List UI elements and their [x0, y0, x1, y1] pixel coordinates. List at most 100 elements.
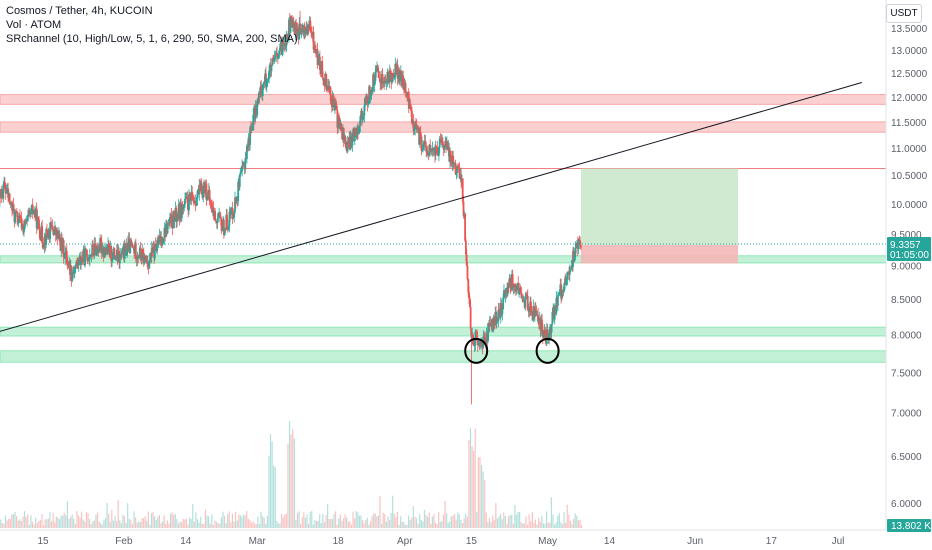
x-tick-label: 17: [766, 536, 778, 547]
candle-body: [126, 251, 129, 256]
volume-bar: [96, 512, 99, 528]
volume-bar: [555, 522, 557, 528]
volume-bar: [530, 521, 532, 528]
volume-bar: [398, 524, 400, 528]
volume-bar: [230, 522, 232, 528]
candle-body: [205, 183, 208, 200]
candle-body: [472, 339, 475, 346]
volume-bar: [407, 515, 410, 528]
volume-bar: [241, 517, 243, 528]
trendline[interactable]: [0, 82, 862, 339]
candle-body: [534, 308, 537, 311]
srchannel-indicator-label[interactable]: SRchannel (10, High/Low, 5, 1, 6, 290, 5…: [6, 33, 298, 45]
candle-body: [87, 259, 90, 262]
candle-body: [577, 239, 580, 250]
candle-body: [244, 158, 247, 170]
volume-indicator-label[interactable]: Vol · ATOM: [6, 19, 62, 31]
volume-bar: [568, 514, 570, 528]
candle-body: [385, 82, 388, 84]
volume-bar: [561, 524, 564, 528]
volume-last-label: 13.802 K: [891, 521, 931, 532]
currency-selector[interactable]: USDT: [886, 4, 922, 23]
volume-bar: [552, 514, 554, 528]
candle-body: [512, 287, 515, 289]
candle-body: [75, 261, 78, 267]
candle-body: [457, 166, 459, 168]
candle-body: [278, 51, 281, 54]
volume-bar: [235, 511, 237, 528]
annotation-circle-0[interactable]: [464, 337, 489, 364]
volume-bar: [30, 515, 32, 528]
volume-bar: [560, 522, 562, 528]
volume-bar: [477, 457, 479, 528]
candle-body: [80, 261, 82, 265]
volume-bar: [293, 438, 295, 528]
volume-bar: [330, 518, 332, 528]
volume-bar: [306, 514, 308, 528]
candle-body: [8, 193, 11, 204]
candle-body: [188, 193, 190, 211]
volume-bar: [363, 523, 365, 528]
candle-body: [246, 145, 248, 159]
candle-body: [184, 198, 186, 205]
candle-body: [464, 240, 467, 255]
volume-bar: [112, 520, 115, 528]
candle-body: [143, 255, 146, 264]
candle-body: [421, 150, 424, 151]
volume-bar: [453, 514, 456, 528]
volume-bar: [173, 514, 175, 528]
candle-body: [121, 248, 124, 255]
candle-body: [7, 188, 9, 198]
position-loss-zone[interactable]: [580, 245, 739, 264]
candle-body: [130, 239, 132, 246]
position-profit-zone[interactable]: [580, 168, 739, 246]
volume-bar: [303, 512, 305, 528]
candle-body: [575, 244, 578, 249]
time-axis-panel[interactable]: [0, 530, 886, 550]
candle-body: [73, 267, 76, 274]
candle-body: [346, 141, 349, 152]
candle-body: [157, 239, 160, 245]
volume-bar: [558, 513, 560, 528]
volume-bar: [471, 446, 473, 528]
candle-body: [115, 258, 117, 260]
candle-body: [472, 334, 474, 340]
candle-body: [183, 204, 186, 206]
candle-body: [322, 77, 324, 81]
volume-bar: [39, 520, 42, 528]
volume-bar: [87, 513, 89, 528]
candle-body: [435, 146, 438, 148]
volume-bar: [41, 513, 43, 528]
candle-body: [272, 58, 274, 60]
volume-bar: [163, 515, 165, 528]
candle-body: [76, 261, 79, 264]
candle-body: [57, 236, 59, 239]
candle-body: [141, 249, 144, 261]
candle-body: [226, 228, 229, 230]
volume-bar: [8, 518, 10, 528]
annotation-circle-1[interactable]: [535, 337, 560, 364]
volume-bar: [525, 516, 527, 528]
volume-bar: [125, 523, 127, 528]
candle-body: [139, 247, 142, 258]
volume-bar: [214, 520, 216, 528]
candle-body: [331, 96, 334, 108]
candle-body: [329, 86, 332, 95]
x-tick-label: Jun: [687, 536, 703, 547]
candle-body: [551, 312, 554, 324]
x-tick-label: May: [538, 536, 557, 547]
candle-body: [563, 283, 566, 292]
volume-bar: [74, 524, 76, 528]
volume-last-badge: [887, 519, 931, 532]
candle-body: [23, 220, 26, 229]
candle-body: [534, 308, 536, 317]
volume-bar: [260, 511, 262, 528]
candle-body: [214, 211, 217, 221]
price-axis-panel[interactable]: [886, 0, 932, 550]
volume-bar: [403, 521, 405, 528]
volume-bar: [263, 517, 265, 528]
candle-body: [71, 272, 74, 281]
candle-body: [226, 214, 228, 229]
volume-bar: [201, 523, 203, 528]
